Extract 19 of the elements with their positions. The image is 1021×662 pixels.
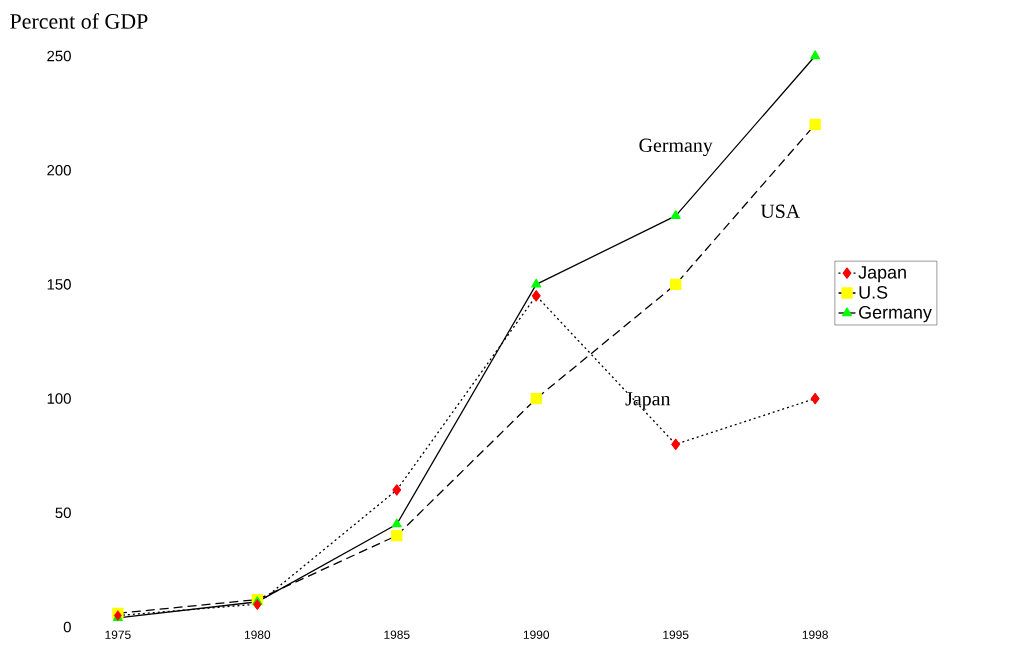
y-tick-label: 250 bbox=[47, 50, 71, 62]
legend-label: Germany bbox=[859, 305, 932, 323]
annotation: Japan bbox=[625, 392, 671, 410]
x-tick-label: 1995 bbox=[663, 630, 689, 639]
y-tick-label: 150 bbox=[47, 279, 71, 290]
x-tick-label: 1990 bbox=[523, 630, 550, 639]
x-tick-label: 1985 bbox=[384, 630, 410, 639]
annotation: USA bbox=[760, 204, 801, 218]
x-tick-label: 1975 bbox=[105, 630, 131, 639]
annotation: Germany bbox=[639, 138, 713, 157]
x-tick-label: 1980 bbox=[244, 630, 271, 639]
x-tick-label: 1998 bbox=[802, 630, 828, 639]
y-tick-label: 100 bbox=[47, 393, 71, 404]
y-tick-label: 50 bbox=[55, 507, 71, 519]
legend-label: U.S bbox=[859, 285, 888, 299]
y-tick-label: 0 bbox=[63, 621, 71, 633]
legend-label: Japan bbox=[858, 266, 906, 283]
y-tick-label: 200 bbox=[47, 164, 71, 176]
y-axis-title: Percent of GDP bbox=[10, 13, 148, 29]
